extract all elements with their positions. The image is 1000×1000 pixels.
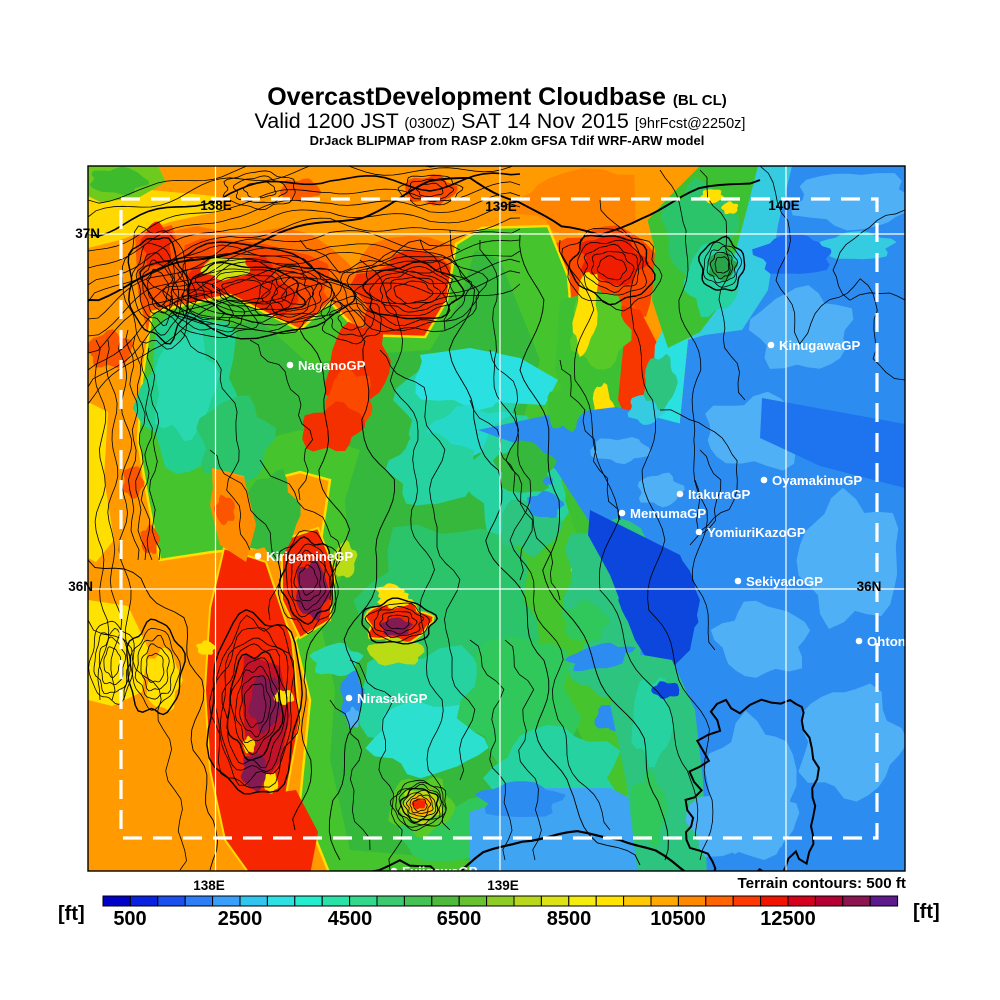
svg-text:Terrain contours: 500 ft: Terrain contours: 500 ft xyxy=(737,875,906,892)
svg-text:140E: 140E xyxy=(768,198,800,213)
svg-text:36N: 36N xyxy=(68,579,93,594)
svg-text:FujigawaGP: FujigawaGP xyxy=(402,864,478,879)
svg-text:KirigamineGP: KirigamineGP xyxy=(266,549,353,564)
svg-text:ItakuraGP: ItakuraGP xyxy=(688,487,751,502)
svg-text:NirasakiGP: NirasakiGP xyxy=(357,691,428,706)
svg-text:DrJack BLIPMAP from RASP 2.0km: DrJack BLIPMAP from RASP 2.0km GFSA Tdif… xyxy=(310,133,705,148)
svg-text:8500: 8500 xyxy=(547,908,592,930)
svg-text:YomiuriKazoGP: YomiuriKazoGP xyxy=(707,525,806,540)
svg-text:37N: 37N xyxy=(75,226,100,241)
svg-text:KinugawaGP: KinugawaGP xyxy=(779,338,861,353)
svg-text:138E: 138E xyxy=(193,878,225,893)
svg-text:139E: 139E xyxy=(487,878,519,893)
svg-text:OhtoneGP: OhtoneGP xyxy=(867,634,932,649)
svg-text:2500: 2500 xyxy=(218,908,263,930)
svg-text:36N: 36N xyxy=(857,579,882,594)
svg-text:SekiyadoGP: SekiyadoGP xyxy=(746,574,823,589)
svg-text:OvercastDevelopment Cloudbase: OvercastDevelopment Cloudbase (BL CL) xyxy=(267,83,727,111)
svg-text:500: 500 xyxy=(113,908,146,930)
svg-text:[ft]: [ft] xyxy=(58,903,85,925)
svg-text:NaganoGP: NaganoGP xyxy=(298,358,366,373)
svg-text:OyamakinuGP: OyamakinuGP xyxy=(772,473,862,488)
svg-text:139E: 139E xyxy=(485,199,517,214)
svg-text:MemumaGP: MemumaGP xyxy=(630,506,706,521)
svg-text:10500: 10500 xyxy=(650,908,706,930)
svg-text:138E: 138E xyxy=(200,198,232,213)
svg-text:[ft]: [ft] xyxy=(913,901,940,923)
svg-text:4500: 4500 xyxy=(328,908,373,930)
svg-text:6500: 6500 xyxy=(437,908,482,930)
svg-text:12500: 12500 xyxy=(760,908,816,930)
